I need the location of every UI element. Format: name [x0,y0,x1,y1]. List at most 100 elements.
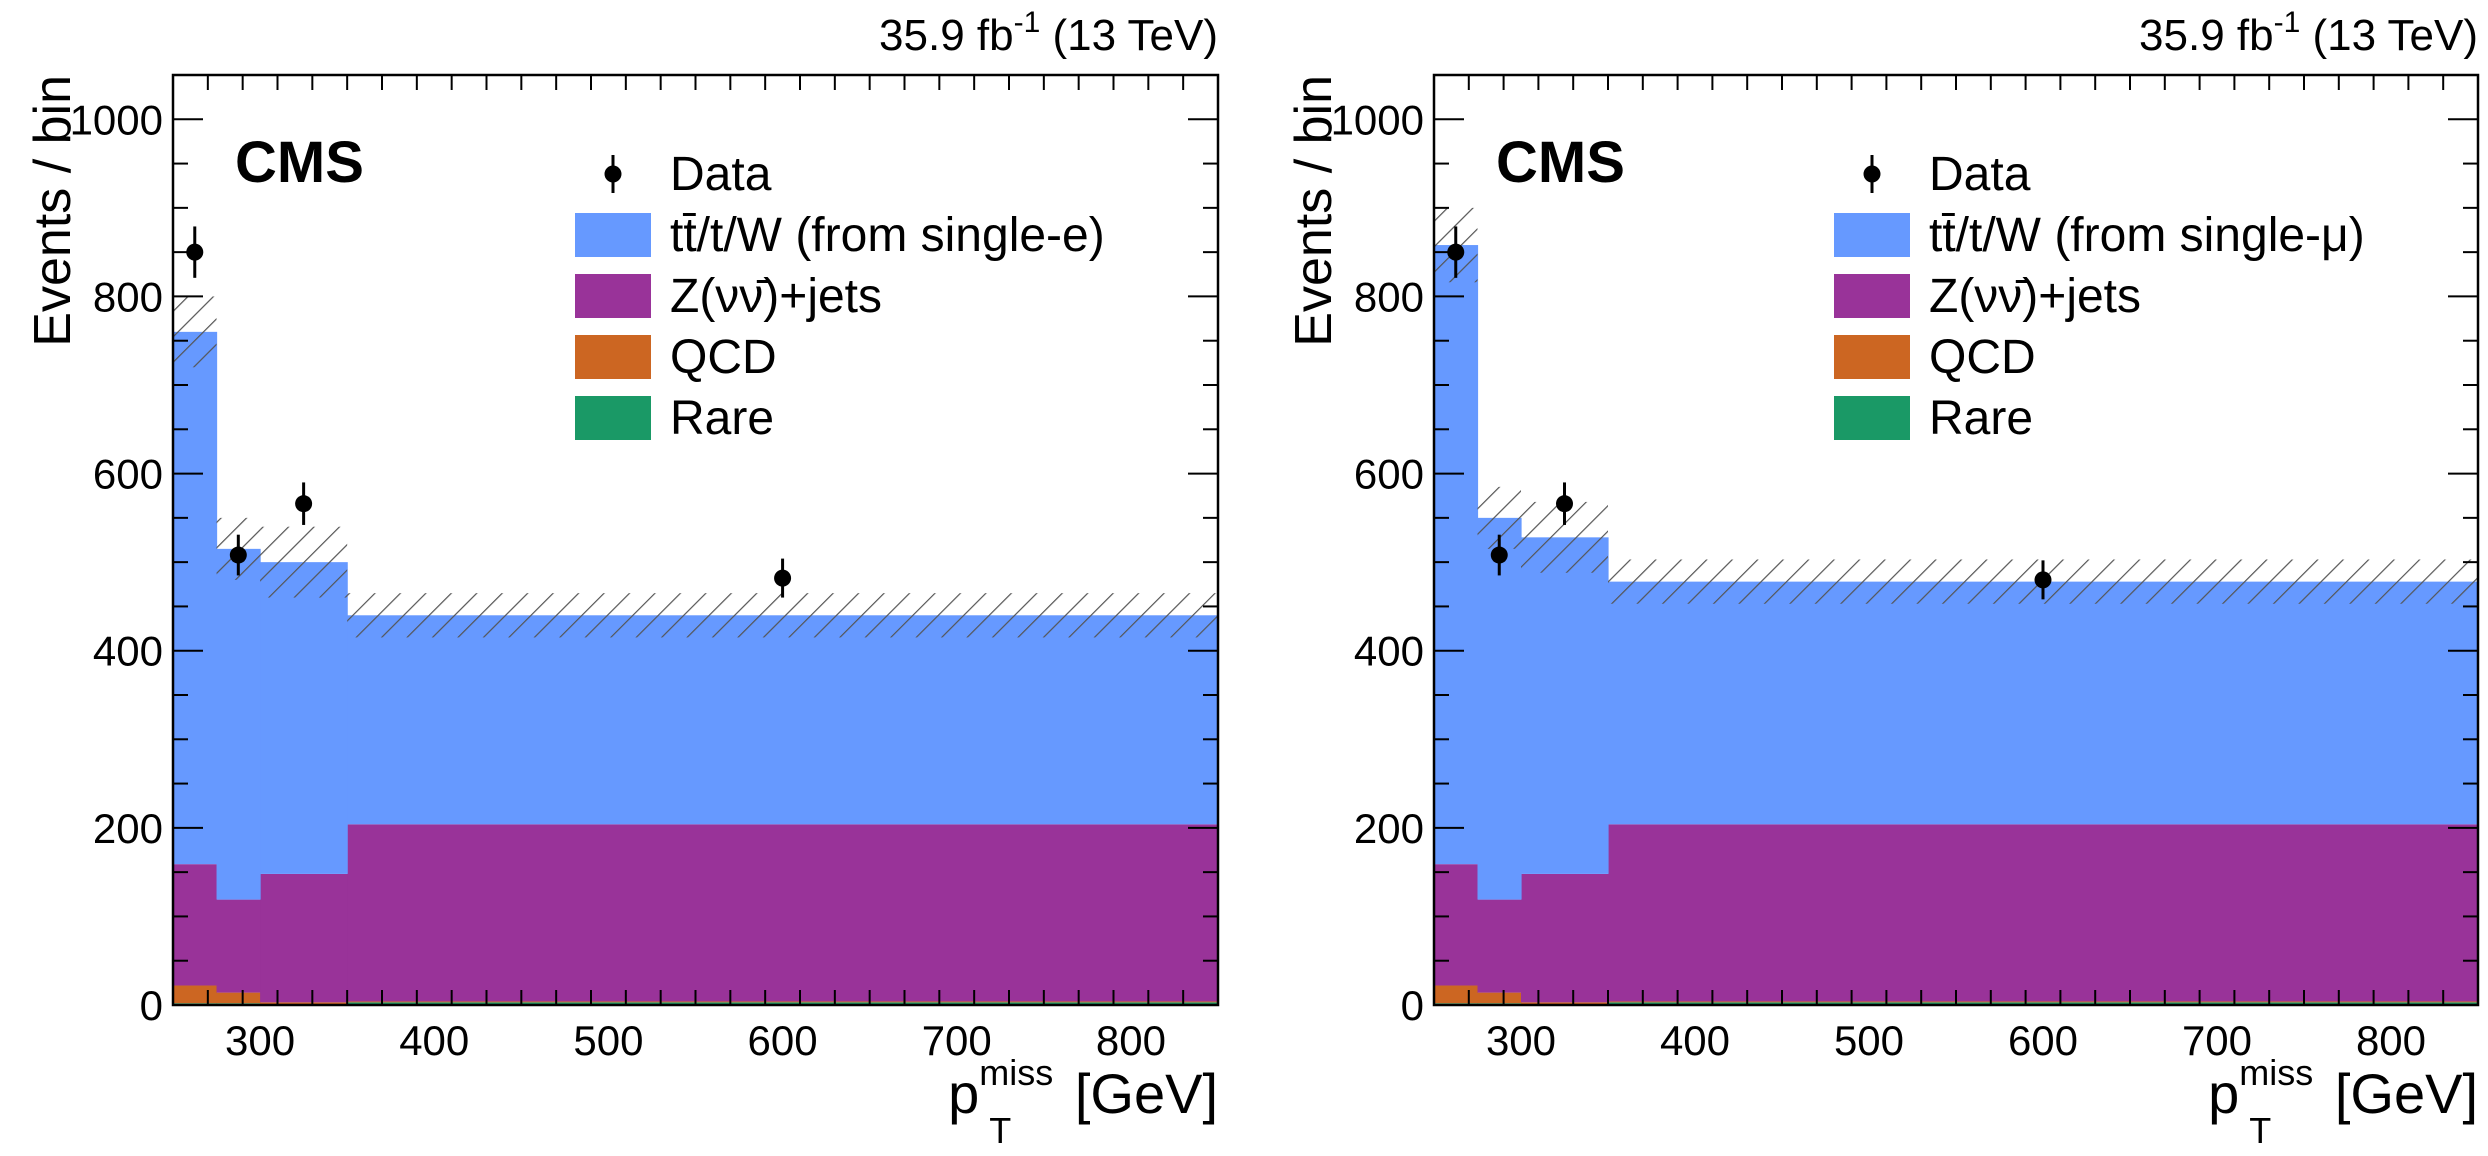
legend-swatch-qcd [575,335,651,379]
legend-swatch-qcd [1834,335,1910,379]
experiment-label: CMS [1496,130,1625,195]
energy-label: (13 TeV) [1040,11,1218,60]
luminosity-label: 35.9 fb-1 (13 TeV) [2139,6,2478,60]
legend-data-marker [604,165,622,183]
bar-znunu-bin-2 [216,899,261,993]
bar-ttw-bin-3 [260,562,348,874]
y-tick-label: 400 [93,628,163,675]
legend-item-data: Data [1863,148,2031,201]
x-axis-label-unit: [GeV] [2319,1062,2478,1125]
bar-qcd-bin-2 [1477,992,1522,1004]
data-point-3 [1556,495,1573,513]
legend-label: Data [670,148,772,201]
x-tick-label: 500 [1834,1017,1904,1064]
bar-znunu-bin-2 [1477,899,1522,993]
legend-swatch-znunu [1834,274,1910,318]
bar-znunu-bin-3 [260,873,348,1003]
legend-item-qcd: QCD [1834,331,2036,384]
bar-qcd-bin-4 [347,1001,1219,1003]
legend-label: QCD [1929,331,2036,384]
bar-qcd-bin-1 [173,985,218,1004]
legend-item-rare: Rare [1834,392,2033,445]
legend-label: Z(νν̄)+jets [1929,270,2141,323]
bar-ttw-bin-2 [216,548,261,900]
x-tick-label: 400 [1660,1017,1730,1064]
luminosity-exponent: -1 [2274,6,2301,39]
legend-swatch-rare [575,396,651,440]
bar-ttw-bin-3 [1521,537,1609,874]
bar-rare-bin-4 [1608,1002,2479,1005]
x-axis-label-superscript: miss [979,1052,1053,1093]
luminosity-value: 35.9 fb [2139,11,2274,60]
y-tick-label: 600 [1354,451,1424,498]
x-axis-label-superscript: miss [2239,1052,2313,1093]
y-tick-label: 1000 [70,96,163,143]
bar-znunu-bin-1 [1434,864,1479,986]
y-tick-label: 0 [140,982,163,1029]
bar-znunu-bin-3 [1521,873,1609,1003]
legend-swatch-ttw [1834,213,1910,257]
bar-qcd-bin-4 [1608,1001,2479,1003]
legend-swatch-rare [1834,396,1910,440]
legend-data-marker [1863,165,1881,183]
bar-znunu-bin-4 [1608,824,2479,1002]
bar-ttw-bin-1 [173,331,218,865]
bar-ttw-bin-4 [347,615,1219,825]
legend-label: Rare [1929,392,2033,445]
x-axis-label-subscript: T [989,1110,1011,1151]
legend-swatch-znunu [575,274,651,318]
data-point-1 [1447,243,1465,261]
data-point-1 [186,243,204,261]
bar-qcd-bin-3 [1521,1002,1609,1005]
bar-ttw-bin-1 [1434,245,1479,865]
x-tick-label: 700 [922,1017,992,1064]
y-axis-label: Events / bin [1285,75,1343,347]
y-tick-label: 800 [93,273,163,320]
data-point-2 [1490,546,1508,564]
bar-znunu-bin-1 [173,864,218,986]
y-tick-label: 200 [93,805,163,852]
energy-label: (13 TeV) [2300,11,2478,60]
bar-qcd-bin-1 [1434,985,1479,1004]
legend-item-qcd: QCD [575,331,777,384]
legend: Data tt̄/t/W (from single-e) Z(νν̄)+jets QC… [575,148,1105,445]
x-tick-label: 600 [2008,1017,2078,1064]
y-tick-label: 200 [1354,805,1424,852]
data-point-4 [774,569,792,587]
y-tick-label: 1000 [1331,96,1424,143]
bar-ttw-bin-2 [1477,517,1522,900]
x-tick-label: 300 [1486,1017,1556,1064]
x-axis-label-symbol: p [2208,1062,2239,1125]
legend-item-rare: Rare [575,392,774,445]
x-tick-label: 800 [2356,1017,2426,1064]
legend: Data tt̄/t/W (from single-μ) Z(νν̄)+jets QC… [1834,148,2365,445]
x-axis-label-unit: [GeV] [1059,1062,1218,1125]
legend-item-ttw: tt̄/t/W (from single-μ) [1834,209,2365,262]
uncertainty-band-bin-3 [260,526,348,598]
legend-label: tt̄/t/W (from single-μ) [1929,209,2365,262]
y-tick-label: 800 [1354,273,1424,320]
x-tick-label: 600 [748,1017,818,1064]
y-tick-label: 400 [1354,628,1424,675]
x-axis-label-subscript: T [2249,1110,2271,1151]
legend-swatch-ttw [575,213,651,257]
x-tick-label: 400 [399,1017,469,1064]
x-axis-label: pmiss T [GeV] [948,1052,1218,1151]
legend-label: QCD [670,331,777,384]
legend-label: Rare [670,392,774,445]
x-tick-label: 300 [225,1017,295,1064]
x-axis-label-symbol: p [948,1062,979,1125]
legend-label: Z(νν̄)+jets [670,270,882,323]
legend-item-znunu: Z(νν̄)+jets [575,270,882,323]
legend-item-data: Data [604,148,772,201]
legend-item-ttw: tt̄/t/W (from single-e) [575,209,1105,262]
bar-znunu-bin-4 [347,824,1219,1002]
x-tick-label: 800 [1096,1017,1166,1064]
bar-rare-bin-4 [347,1002,1219,1005]
luminosity-label: 35.9 fb-1 (13 TeV) [879,6,1218,60]
x-axis-label: pmiss T [GeV] [2208,1052,2478,1151]
uncertainty-band-bin-1 [173,296,217,368]
